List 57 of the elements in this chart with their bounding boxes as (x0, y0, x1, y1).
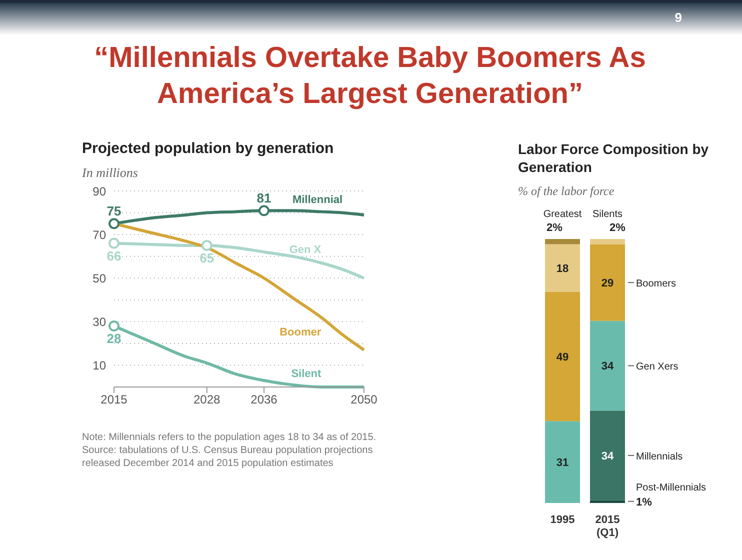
point (258, 205, 270, 216)
x-tick-label: 2015 (100, 392, 128, 407)
point (108, 238, 120, 249)
series-label: Greatest (543, 209, 582, 220)
bar (590, 320, 625, 411)
data-label: 31 (556, 457, 569, 470)
series-label: Millennial (292, 194, 343, 206)
bar (590, 244, 625, 321)
series-label: Gen X (289, 244, 322, 256)
data-label: 81 (256, 190, 272, 206)
text: “Millennials Overtake Baby Boomers As America’s Largest Generation” (93, 41, 647, 112)
data-label: 18 (556, 263, 569, 276)
data-label: 34 (601, 450, 614, 462)
bar (590, 410, 625, 500)
text: 9 (674, 10, 682, 25)
data-label: 2% (610, 222, 626, 234)
series-label: Boomer (280, 326, 322, 338)
series-label: Boomers (636, 278, 676, 290)
x-tick-label: 2028 (194, 392, 221, 407)
series-label: Silent (291, 368, 322, 380)
data-label: 2% (546, 222, 563, 234)
x-tick-label: 1995 (550, 514, 575, 526)
series-label: Gen Xers (636, 362, 678, 373)
x-tick-label: 2015 (Q1) (595, 514, 620, 539)
y-tick-label: 90 (92, 184, 106, 198)
x-tick-label: 2036 (250, 392, 278, 407)
source-note: Source: tabulations of U.S. Census Bureau population projections released December 2014 and 2015 population estimates (82, 444, 374, 470)
data-label: 65 (200, 250, 214, 266)
data-label: 49 (556, 351, 569, 364)
point (201, 240, 212, 251)
bar (545, 421, 580, 503)
data-label: 75 (106, 204, 122, 219)
series-label: Post-Millennials (636, 482, 706, 494)
y-tick-label: 70 (92, 228, 106, 242)
point (108, 218, 120, 230)
series-label: Silents (592, 209, 623, 220)
y-tick-label: 50 (92, 271, 106, 286)
data-label: 1% (636, 496, 652, 508)
y-tick-label: 10 (92, 358, 106, 372)
data-label: 28 (106, 331, 122, 346)
chart-subtitle: In millions (82, 165, 139, 181)
bar (590, 500, 625, 503)
bar (545, 292, 580, 422)
chart-subtitle: % of the labor force (518, 184, 616, 199)
chart-title: Projected population by generation (82, 140, 335, 157)
bar (590, 239, 625, 244)
data-label: 34 (601, 360, 614, 373)
bar (545, 244, 580, 292)
x-tick-label: 2050 (350, 392, 378, 407)
data-label: 29 (601, 278, 614, 290)
series-label: Millennials (636, 451, 683, 462)
data-label: 66 (106, 248, 122, 264)
y-tick-label: 30 (92, 314, 106, 329)
chart-title: Labor Force Composition by Generation (518, 140, 710, 176)
text: Note: Millennials refers to the population ages 18 to 34 as of 2015. (82, 431, 378, 444)
bar (545, 239, 580, 244)
point (108, 320, 120, 332)
